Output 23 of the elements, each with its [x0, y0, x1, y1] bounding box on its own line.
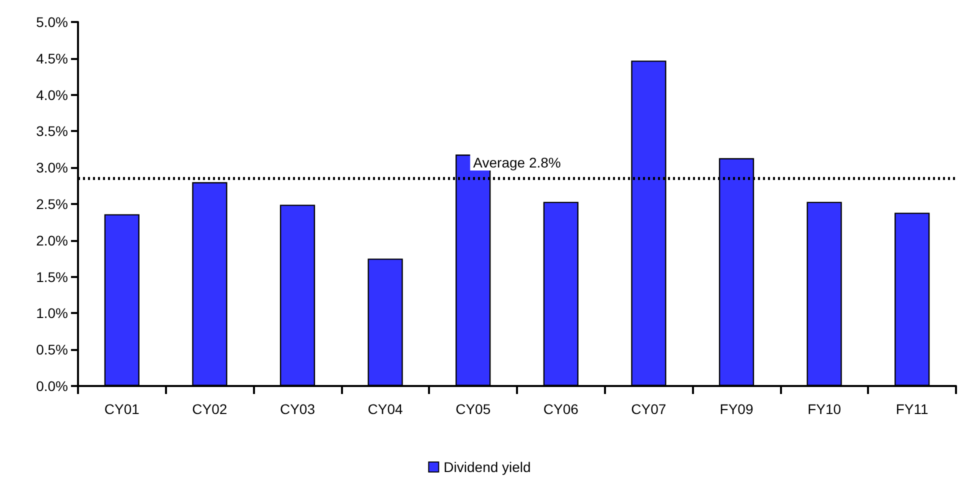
- x-tick-label: CY04: [368, 401, 404, 417]
- x-tick-label: CY03: [280, 401, 316, 417]
- x-tick-label: CY05: [456, 401, 491, 417]
- legend-label: Dividend yield: [444, 459, 531, 475]
- y-tick-label: 1.0%: [36, 305, 68, 322]
- y-tick-label: 5.0%: [36, 14, 68, 30]
- y-tick-label: 3.5%: [36, 123, 68, 140]
- y-tick-label: 0.5%: [36, 342, 68, 358]
- x-tick-label: FY09: [720, 401, 754, 417]
- x-tick-label: CY01: [104, 401, 140, 417]
- x-tick-label: FY10: [808, 401, 842, 417]
- y-tick-label: 1.5%: [36, 268, 68, 285]
- y-tick-label: 4.0%: [36, 86, 68, 103]
- y-tick-label: 2.0%: [36, 232, 68, 248]
- x-tick-label: CY07: [631, 401, 666, 417]
- x-tick-label: CY06: [543, 401, 579, 417]
- x-tick-label: FY11: [896, 401, 929, 417]
- y-tick-label: 0.0%: [36, 378, 68, 394]
- y-tick-label: 4.5%: [36, 50, 68, 66]
- ref-line-label: Average 2.8%: [473, 154, 561, 171]
- y-tick-label: 3.0%: [36, 160, 68, 176]
- x-tick-label: CY02: [192, 401, 228, 417]
- y-tick-label: 2.5%: [36, 196, 68, 212]
